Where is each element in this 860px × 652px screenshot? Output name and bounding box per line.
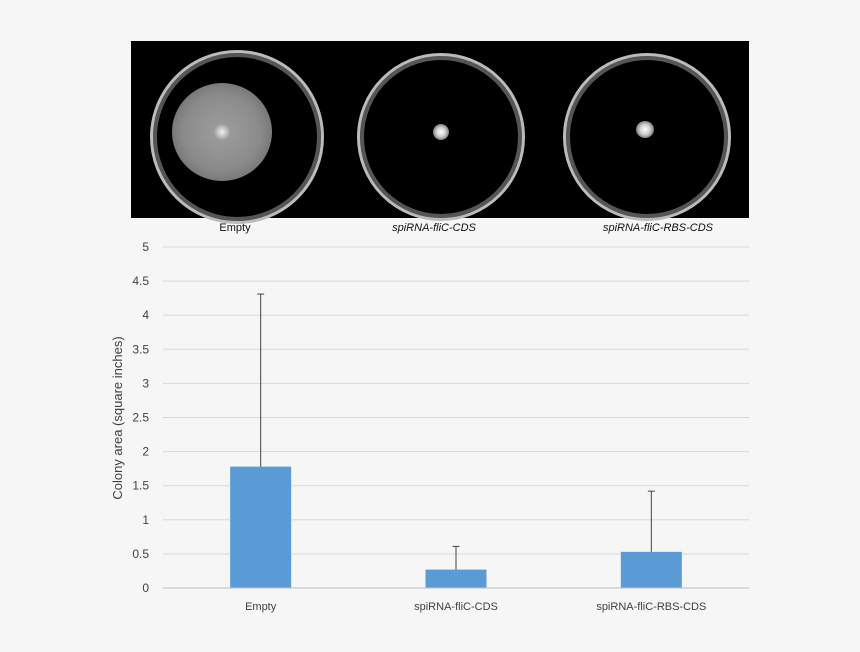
y-tick-label: 3	[142, 376, 149, 390]
y-tick-label: 5	[142, 240, 149, 254]
bar	[620, 551, 682, 588]
y-tick-label: 1.5	[132, 479, 149, 493]
bars	[230, 466, 682, 588]
error-bars	[257, 293, 655, 570]
plate-label-spirna-flic-rbs-cds: spiRNA-fliC-RBS-CDS	[602, 222, 713, 234]
y-tick-label: 4.5	[132, 274, 149, 288]
bar	[425, 569, 487, 588]
plate-label-empty: Empty	[219, 222, 251, 234]
plate-label-spirna-flic-cds: spiRNA-fliC-CDS	[392, 222, 476, 234]
x-tick-label: spiRNA-fliC-CDS	[414, 601, 498, 613]
y-tick-label: 2	[142, 445, 149, 459]
colony-spirna-flic-cds	[433, 124, 449, 140]
y-tick-label: 2.5	[132, 411, 149, 425]
x-tick-label: Empty	[245, 601, 277, 613]
plate-photo-panel	[131, 41, 749, 224]
y-tick-label: 1	[142, 513, 149, 527]
colony-spirna-flic-rbs-cds	[636, 121, 654, 138]
y-tick-label: 0.5	[132, 547, 149, 561]
y-tick-labels: 0 0.5 1 1.5 2 2.5 3 3.5 4 4.5 5	[132, 240, 149, 595]
x-tick-label: spiRNA-fliC-RBS-CDS	[596, 601, 706, 613]
y-tick-label: 3.5	[132, 342, 149, 356]
y-tick-label: 0	[142, 581, 149, 595]
y-axis-label: Colony area (square inches)	[110, 336, 125, 499]
colony-spread-empty	[172, 83, 272, 181]
x-tick-labels: Empty spiRNA-fliC-CDS spiRNA-fliC-RBS-CDS	[245, 601, 706, 613]
bar	[230, 466, 292, 588]
y-tick-label: 4	[142, 308, 149, 322]
